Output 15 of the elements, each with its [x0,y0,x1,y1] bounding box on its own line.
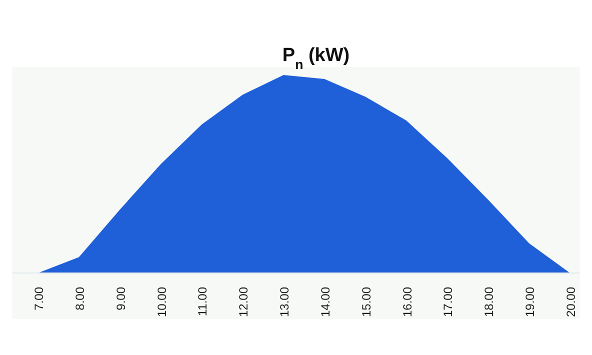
x-tick-label: 14.00 [318,286,332,318]
chart-title: P$_{n}$ (kW) [282,45,350,72]
x-tick-label: 9.00 [114,286,128,310]
x-tick-label: 10.00 [154,286,169,318]
x-tick-label: 17.00 [441,286,456,318]
x-tick-label: 19.00 [523,286,538,318]
x-tick-label: 8.00 [72,286,87,310]
x-tick-label: 20.00 [564,286,578,318]
x-tick-label: 15.00 [359,286,374,318]
x-tick-label: 16.00 [400,286,414,318]
x-tick-label: 12.00 [236,286,251,318]
x-tick-label: 11.00 [196,286,210,316]
x-tick-label: 13.00 [278,286,292,318]
x-tick-label: 7.00 [32,286,46,310]
x-tick-label: 18.00 [482,286,496,318]
